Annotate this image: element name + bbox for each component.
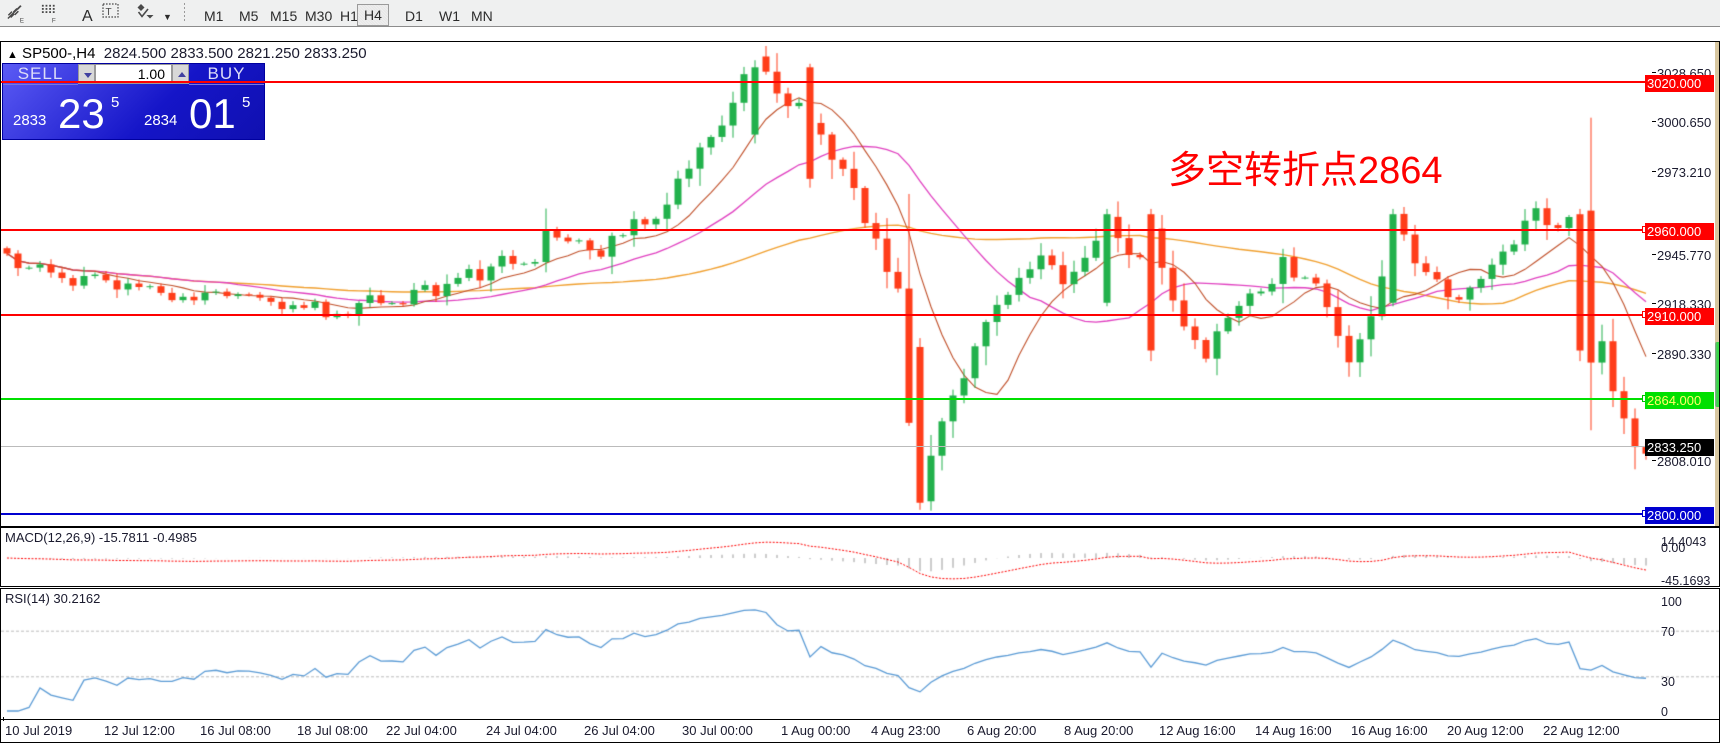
svg-text:T: T (106, 7, 112, 18)
svg-text:F: F (52, 18, 56, 23)
svg-text:E: E (20, 18, 24, 23)
